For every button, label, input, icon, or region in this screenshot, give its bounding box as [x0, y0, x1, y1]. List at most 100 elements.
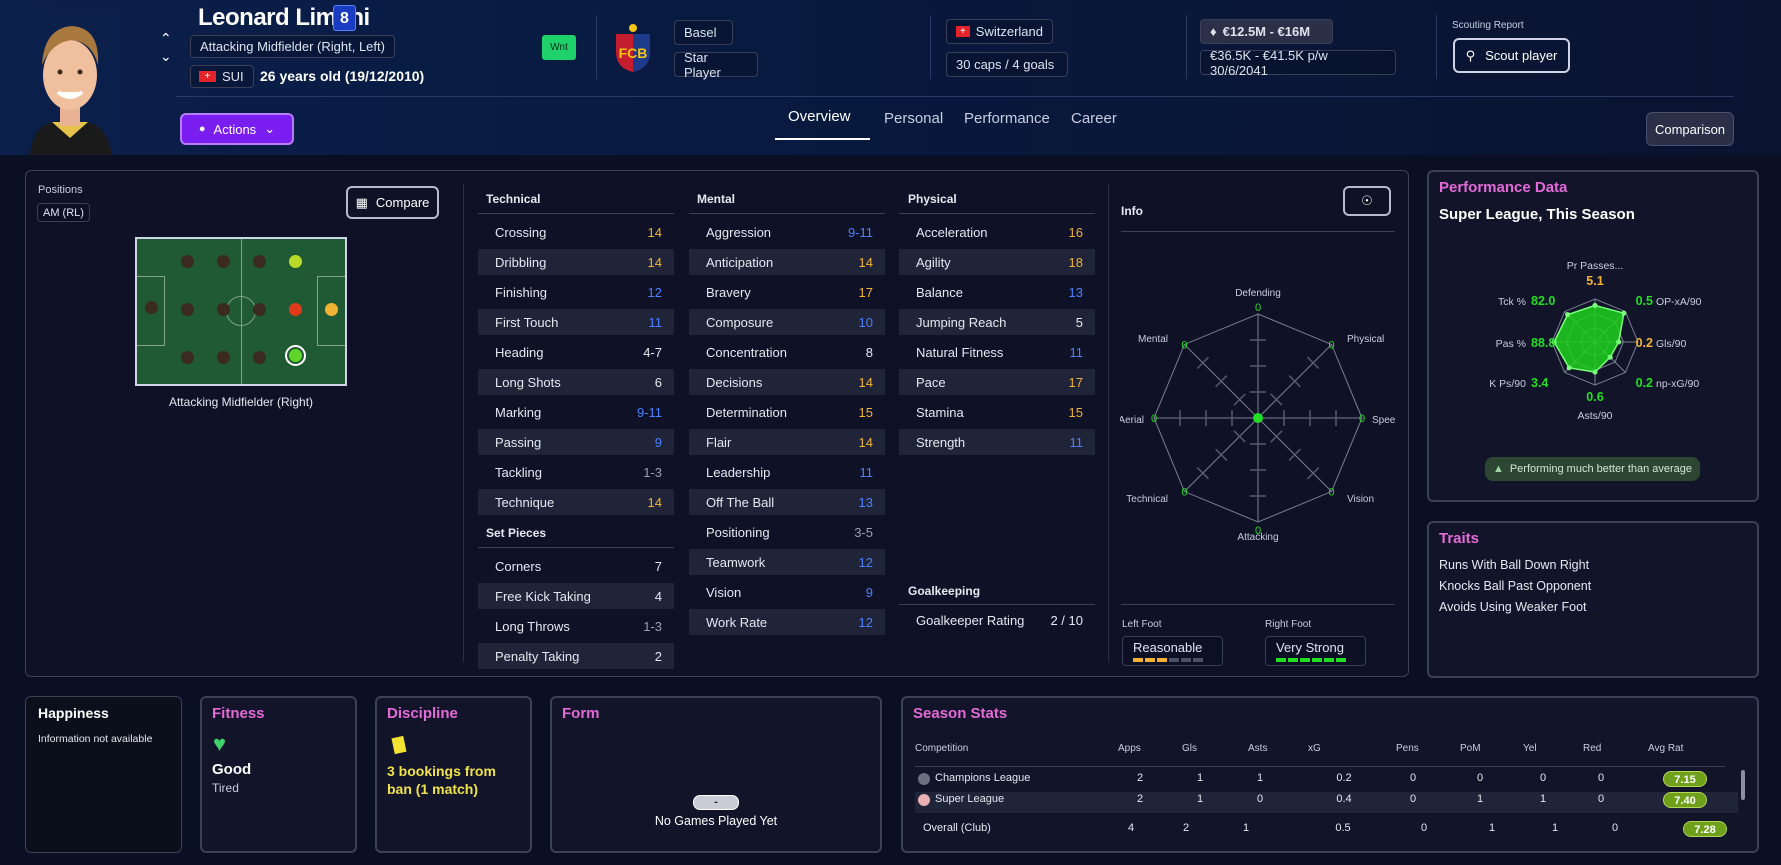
player-age: 26 years old (19/12/2010) [260, 68, 425, 84]
stat-cell: 1 [1551, 822, 1559, 834]
comparison-button[interactable]: Comparison [1646, 112, 1734, 146]
attribute-row-pace[interactable]: Pace 17 [899, 369, 1095, 395]
pitch-dot-amr [285, 345, 306, 366]
attribute-row-long-throws[interactable]: Long Throws 1-3 [495, 618, 662, 634]
attribute-row-first-touch[interactable]: First Touch 11 [478, 309, 674, 335]
column-header[interactable]: Asts [1248, 743, 1268, 754]
column-header[interactable]: Gls [1182, 743, 1197, 754]
info-view-button[interactable]: ☉ [1343, 186, 1391, 216]
stat-cell: 0 [1611, 822, 1619, 834]
discipline-title: Discipline [387, 705, 458, 722]
attribute-row-acceleration[interactable]: Acceleration 16 [916, 224, 1083, 240]
divider [1108, 184, 1109, 662]
stat-cell: 0 [1539, 772, 1547, 784]
tab-performance[interactable]: Performance [964, 110, 1050, 127]
avg-rating-badge: 7.40 [1663, 792, 1707, 808]
fitness-title: Fitness [212, 705, 265, 722]
attribute-row-penalty-taking[interactable]: Penalty Taking 2 [478, 643, 674, 669]
attribute-row-finishing[interactable]: Finishing 12 [495, 284, 662, 300]
attribute-row-technique[interactable]: Technique 14 [478, 489, 674, 515]
attribute-row-jumping-reach[interactable]: Jumping Reach 5 [899, 309, 1095, 335]
radar-value: 0 [1181, 487, 1187, 499]
attribute-row-bravery[interactable]: Bravery 17 [706, 284, 873, 300]
attribute-row-natural-fitness[interactable]: Natural Fitness 11 [916, 344, 1083, 360]
competition-name: Overall (Club) [923, 822, 991, 834]
performance-radar-label: Pr Passes... [1567, 260, 1624, 272]
attribute-row-anticipation[interactable]: Anticipation 14 [689, 249, 885, 275]
radar-label: Mental [1138, 334, 1168, 345]
stat-cell: 1 [1196, 772, 1204, 784]
tab-career[interactable]: Career [1071, 110, 1117, 127]
column-header[interactable]: Avg Rat [1648, 743, 1684, 754]
performance-radar-value: 0.2 [1636, 336, 1653, 350]
attribute-row-determination[interactable]: Determination 15 [706, 404, 873, 420]
attribute-row-passing[interactable]: Passing 9 [478, 429, 674, 455]
performance-subtitle: Super League, This Season [1439, 206, 1635, 223]
attribute-row-heading[interactable]: Heading 4-7 [495, 344, 662, 360]
wage-contract: €36.5K - €41.5K p/w 30/6/2041 [1200, 48, 1396, 78]
happiness-card [25, 696, 182, 853]
attribute-row-vision[interactable]: Vision 9 [706, 584, 873, 600]
fitness-status: Good [212, 761, 252, 778]
pitch-dot-st [325, 303, 338, 316]
avg-rating-badge: 7.28 [1683, 821, 1727, 837]
attribute-row-marking[interactable]: Marking 9-11 [495, 404, 662, 420]
scouting-report-label: Scouting Report [1452, 20, 1524, 31]
attribute-row-tackling[interactable]: Tackling 1-3 [495, 464, 662, 480]
attribute-row-stamina[interactable]: Stamina 15 [916, 404, 1083, 420]
attribute-row-off-the-ball[interactable]: Off The Ball 13 [689, 489, 885, 515]
attribute-row-aggression[interactable]: Aggression 9-11 [706, 224, 873, 240]
club-name[interactable]: Basel [674, 20, 733, 45]
attribute-row-crossing[interactable]: Crossing 14 [495, 224, 662, 240]
column-header[interactable]: Apps [1118, 743, 1141, 754]
attribute-row-balance[interactable]: Balance 13 [916, 284, 1083, 300]
tab-personal[interactable]: Personal [884, 110, 944, 127]
stat-cell: 0 [1476, 772, 1484, 784]
column-header[interactable]: xG [1308, 743, 1321, 754]
column-header[interactable]: Red [1583, 743, 1602, 754]
divider [463, 184, 464, 662]
compare-button[interactable]: ▦ Compare [346, 186, 439, 219]
column-header[interactable]: PoM [1460, 743, 1481, 754]
attribute-row-free-kick-taking[interactable]: Free Kick Taking 4 [478, 583, 674, 609]
club-crest-icon[interactable]: FCB [612, 22, 654, 79]
column-header[interactable]: Competition [915, 743, 969, 754]
attribute-row-work-rate[interactable]: Work Rate 12 [689, 609, 885, 635]
stat-cell: 4 [1127, 822, 1135, 834]
actions-button[interactable]: ● Actions ⌄ [180, 113, 294, 145]
attribute-row-concentration[interactable]: Concentration 8 [706, 344, 873, 360]
attribute-row-leadership[interactable]: Leadership 11 [706, 464, 873, 480]
super-league-icon [918, 794, 930, 806]
nationality[interactable]: + Switzerland [946, 19, 1053, 44]
performance-radar-label: OP-xA/90 [1656, 296, 1702, 308]
discipline-text: 3 bookings from ban (1 match) [387, 763, 496, 797]
performance-radar-label: np-xG/90 [1656, 378, 1699, 390]
attribute-row-strength[interactable]: Strength 11 [899, 429, 1095, 455]
prev-player-icon[interactable]: ⌃ [160, 30, 172, 46]
divider [1186, 15, 1187, 79]
attribute-row-positioning[interactable]: Positioning 3-5 [706, 524, 873, 540]
chevron-down-icon: ⌄ [264, 121, 276, 136]
radar-value: 0 [1255, 525, 1261, 537]
attribute-row-flair[interactable]: Flair 14 [689, 429, 885, 455]
mental-title: Mental [697, 192, 736, 206]
scout-player-button[interactable]: ⚲ Scout player [1453, 38, 1570, 73]
table-scrollbar[interactable] [1741, 770, 1745, 800]
attribute-row-agility[interactable]: Agility 18 [899, 249, 1095, 275]
attribute-row-dribbling[interactable]: Dribbling 14 [478, 249, 674, 275]
form-title: Form [562, 705, 600, 722]
competition-name: Super League [935, 793, 1005, 805]
attribute-row-corners[interactable]: Corners 7 [495, 558, 662, 574]
attribute-row-long-shots[interactable]: Long Shots 6 [478, 369, 674, 395]
column-header[interactable]: Pens [1396, 743, 1419, 754]
attribute-row-decisions[interactable]: Decisions 14 [689, 369, 885, 395]
performance-radar-value: 82.0 [1531, 294, 1555, 308]
left-foot-value: Reasonable [1122, 636, 1223, 666]
attribute-row-composure[interactable]: Composure 10 [689, 309, 885, 335]
table-row[interactable] [915, 792, 1738, 813]
tab-overview[interactable]: Overview [788, 108, 851, 125]
next-player-icon[interactable]: ⌄ [160, 48, 172, 64]
column-header[interactable]: Yel [1523, 743, 1537, 754]
traits-panel [1427, 521, 1759, 678]
attribute-row-teamwork[interactable]: Teamwork 12 [689, 549, 885, 575]
